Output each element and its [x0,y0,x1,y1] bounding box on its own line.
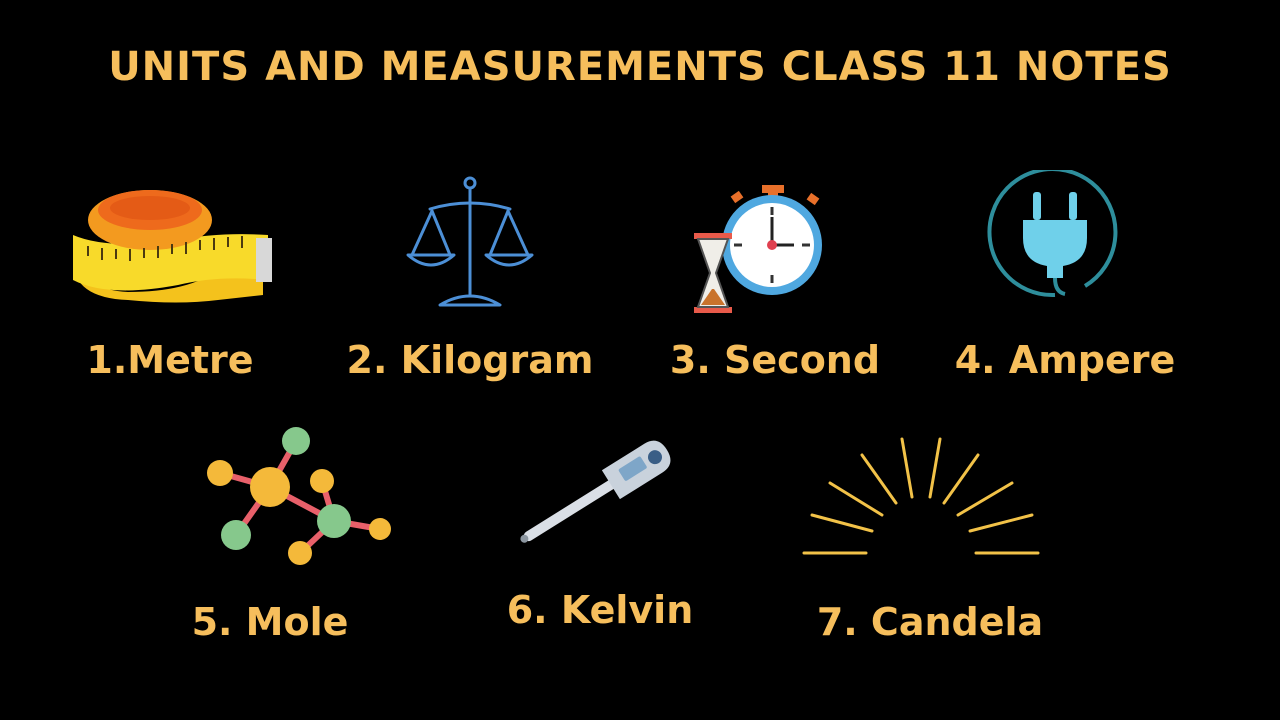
stopwatch-hourglass-icon [694,185,822,313]
unit-label-kilogram: 2. Kilogram [346,338,594,382]
balance-scale-icon [406,176,534,307]
light-rays-icon [802,437,1040,555]
unit-label-mole: 5. Mole [191,600,349,644]
measuring-tape-icon [73,190,272,303]
unit-label-second: 3. Second [669,338,881,382]
unit-label-kelvin: 6. Kelvin [506,588,694,632]
unit-label-ampere: 4. Ampere [954,338,1176,382]
unit-label-candela: 7. Candela [816,600,1044,644]
page-title: UNITS AND MEASUREMENTS CLASS 11 NOTES [108,44,1172,90]
molecule-icon [207,427,391,565]
electric-plug-icon [987,170,1118,298]
unit-label-metre: 1.Metre [86,338,254,382]
thermometer-icon [520,440,671,543]
